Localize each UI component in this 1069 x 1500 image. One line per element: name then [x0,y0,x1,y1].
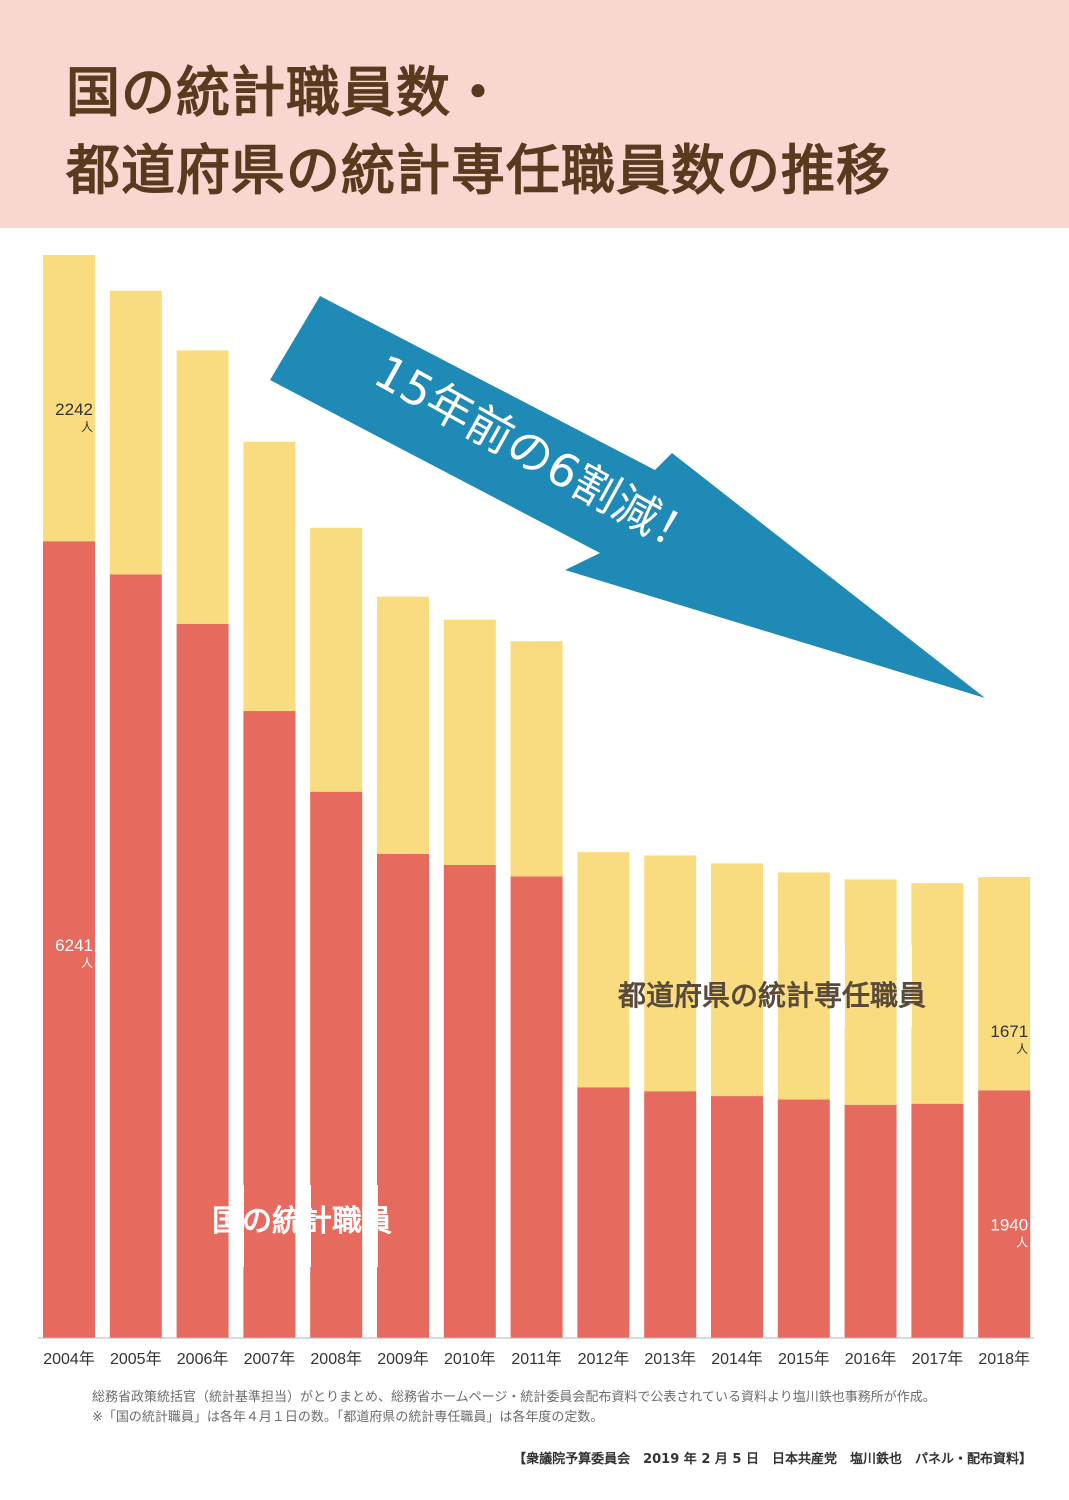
bar-prefectural-14 [978,876,1031,1091]
label-gap [364,1185,378,1267]
x-tick-label: 2007年 [244,1350,296,1368]
data-label-value: 1671 [990,1022,1028,1041]
bar-prefectural-0 [43,255,95,542]
bar-prefectural-2 [176,350,229,624]
x-tick-label: 2006年 [177,1350,229,1368]
label-gap [898,945,912,1027]
bar-national-5 [377,853,429,1338]
x-tick-label: 2005年 [110,1350,162,1368]
data-label-value: 2242 [55,400,93,419]
label-gap [831,945,845,1027]
x-tick-label: 2017年 [912,1350,964,1368]
bar-prefectural-3 [243,441,296,712]
bar-national-4 [310,791,363,1338]
label-gap [697,945,711,1027]
bar-prefectural-12 [844,879,897,1105]
bar-prefectural-11 [777,872,830,1100]
decline-arrow [270,296,985,698]
label-gap [630,945,644,1027]
bar-national-12 [844,1104,897,1338]
label-gap [297,1185,311,1267]
bar-national-8 [577,1087,630,1338]
credit-line: 【衆議院予算委員会 2019 年 2 月 5 日 日本共産党 塩川鉄也 パネル・… [513,1452,1032,1467]
bar-national-2 [176,623,229,1338]
x-tick-label: 2015年 [778,1350,830,1368]
bar-national-3 [243,711,296,1338]
series-label-national: 国の統計職員 [212,1204,392,1239]
source-notes: 総務省政策統括官（統計基準担当）がとりまとめ、総務省ホームページ・統計委員会配布… [92,1388,1052,1428]
bar-prefectural-7 [510,641,563,877]
data-label-value: 1940 [990,1215,1028,1234]
x-tick-label: 2018年 [978,1350,1030,1368]
x-tick-label: 2004年 [43,1350,95,1368]
bar-prefectural-1 [109,290,162,575]
x-tick-label: 2014年 [711,1350,763,1368]
bar-prefectural-10 [711,863,763,1097]
bar-prefectural-9 [644,855,697,1092]
data-label-unit: 人 [1016,1235,1028,1249]
bar-national-1 [109,574,162,1338]
x-tick-label: 2016年 [845,1350,897,1368]
series-label-prefectural: 都道府県の統計専任職員 [617,979,926,1012]
bar-national-14 [978,1090,1031,1338]
x-tick-label: 2012年 [578,1350,630,1368]
bar-national-0 [43,541,95,1338]
x-tick-label: 2008年 [310,1350,362,1368]
title-band: 国の統計職員数・ 都道府県の統計専任職員数の推移 [0,0,1069,228]
bar-prefectural-8 [577,852,630,1088]
bar-national-6 [443,864,496,1338]
x-tick-label: 2009年 [377,1350,429,1368]
data-label-value: 6241 [55,936,93,955]
bar-national-7 [510,876,563,1338]
bar-prefectural-5 [377,596,429,854]
bar-prefectural-13 [911,883,964,1104]
data-label-unit: 人 [81,956,93,970]
bar-national-11 [777,1099,830,1338]
data-label-unit: 人 [81,420,93,434]
x-tick-label: 2011年 [511,1350,561,1368]
data-label-unit: 人 [1016,1042,1028,1056]
definition-note: ※「国の統計職員」は各年４月１日の数。「都道府県の統計専任職員」は各年度の定数。 [92,1410,604,1425]
x-tick-label: 2010年 [444,1350,496,1368]
x-tick-label: 2013年 [644,1350,696,1368]
bar-prefectural-6 [443,619,496,865]
bar-national-13 [911,1103,964,1338]
source-note: 総務省政策統括官（統計基準担当）がとりまとめ、総務省ホームページ・統計委員会配布… [92,1390,936,1405]
label-gap [230,1185,244,1267]
label-gap [764,945,778,1027]
bar-prefectural-4 [310,527,363,792]
bar-national-10 [711,1096,763,1338]
page-title-line2: 都道府県の統計専任職員数の推移 [66,139,891,202]
page-title-line1: 国の統計職員数・ [66,61,506,124]
bar-national-9 [644,1091,697,1338]
